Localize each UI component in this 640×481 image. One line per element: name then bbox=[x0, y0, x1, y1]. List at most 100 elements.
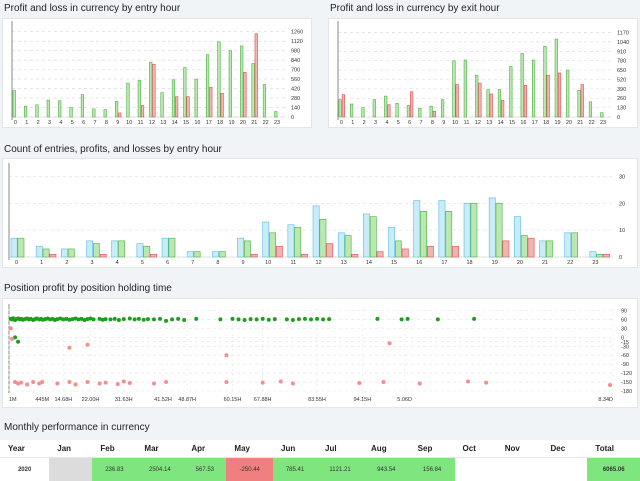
entry-pl-loss-bar bbox=[255, 34, 258, 117]
exit-pl-xtick-label: 18 bbox=[543, 120, 549, 126]
monthly-cell-nov bbox=[497, 458, 543, 481]
holding-loss-dot bbox=[25, 382, 29, 386]
exit-pl-profit-bar bbox=[430, 106, 433, 117]
exit-pl-profit-bar bbox=[396, 103, 399, 117]
exit-pl-ytick-label: 520 bbox=[617, 77, 626, 83]
counts-xtick-label: 14 bbox=[366, 260, 372, 266]
entry-pl-profit-bar bbox=[81, 95, 84, 117]
holding-loss-dot bbox=[608, 383, 612, 387]
entry-pl-profit-bar bbox=[240, 46, 243, 117]
entry-pl-ytick-label: 280 bbox=[291, 96, 300, 102]
entry-pl-xtick-label: 4 bbox=[59, 120, 62, 126]
holding-profit-dot bbox=[249, 317, 253, 321]
counts-entries-bar bbox=[363, 214, 369, 257]
exit-pl-profit-bar bbox=[578, 90, 581, 117]
monthly-header-sep: Sep bbox=[410, 440, 455, 458]
counts-xtick-label: 4 bbox=[116, 260, 119, 266]
entry-pl-profit-bar bbox=[24, 106, 27, 117]
entry-pl-ytick-label: 420 bbox=[291, 87, 300, 93]
counts-losses-bar bbox=[100, 254, 106, 257]
entry-pl-xtick-label: 21 bbox=[251, 120, 257, 126]
exit-pl-xtick-label: 6 bbox=[408, 120, 411, 126]
holding-profit-dot bbox=[142, 318, 146, 322]
counts-xtick-label: 15 bbox=[391, 260, 397, 266]
holding-loss-dot bbox=[122, 379, 126, 383]
counts-losses-bar bbox=[251, 254, 257, 257]
entry-pl-ytick-label: 700 bbox=[291, 68, 300, 74]
exit-pl-xtick-label: 2 bbox=[363, 120, 366, 126]
holding-profit-dot bbox=[128, 317, 132, 321]
exit-pl-loss-bar bbox=[388, 105, 391, 117]
counts-xtick-label: 20 bbox=[517, 260, 523, 266]
exit-pl-xtick-label: 10 bbox=[452, 120, 458, 126]
entry-pl-xtick-label: 11 bbox=[138, 120, 144, 126]
exit-pl-ytick-label: 1170 bbox=[617, 31, 629, 37]
exit-pl-xtick-label: 9 bbox=[442, 120, 445, 126]
monthly-header-jun: Jun bbox=[273, 440, 317, 458]
exit-pl-loss-bar bbox=[490, 94, 493, 117]
counts-title: Count of entries, profits, and losses by… bbox=[4, 144, 222, 155]
holding-profit-dot bbox=[176, 317, 180, 321]
holding-profit-dot bbox=[230, 317, 234, 321]
entry-pl-profit-bar bbox=[138, 80, 141, 117]
holding-xtick-label: 41.52H bbox=[154, 397, 172, 403]
holding-profit-dot bbox=[327, 317, 331, 321]
counts-profits-bar bbox=[295, 227, 301, 257]
exit-pl-profit-bar bbox=[589, 102, 592, 117]
holding-profit-dot bbox=[158, 317, 162, 321]
holding-loss-dot bbox=[40, 380, 44, 384]
counts-profits-bar bbox=[43, 249, 49, 257]
monthly-cell-apr: 567.53 bbox=[183, 458, 226, 481]
monthly-cell-may: -250.44 bbox=[226, 458, 273, 481]
holding-loss-dot bbox=[73, 382, 77, 386]
counts-xtick-label: 19 bbox=[492, 260, 498, 266]
exit-pl-profit-bar bbox=[362, 108, 365, 117]
counts-profits-bar bbox=[446, 211, 452, 257]
holding-loss-dot bbox=[357, 381, 361, 385]
monthly-cell-sep: 156.84 bbox=[410, 458, 455, 481]
holding-profit-dot bbox=[137, 317, 141, 321]
holding-profit-dot bbox=[194, 317, 198, 321]
counts-profits-bar bbox=[68, 249, 74, 257]
holding-xtick-label: 22.00H bbox=[82, 397, 100, 403]
holding-loss-dot bbox=[116, 382, 120, 386]
exit-pl-profit-bar bbox=[555, 39, 558, 117]
exit-pl-loss-bar bbox=[558, 73, 561, 117]
holding-ytick-label: -120 bbox=[621, 371, 632, 377]
holding-profit-dot bbox=[16, 340, 20, 344]
holding-xtick-label: 94.15H bbox=[353, 397, 371, 403]
counts-entries-bar bbox=[464, 203, 470, 257]
counts-ytick-label: 10 bbox=[619, 228, 625, 234]
entry-pl-profit-bar bbox=[58, 101, 61, 117]
exit-pl-xtick-label: 16 bbox=[520, 120, 526, 126]
holding-loss-dot bbox=[418, 382, 422, 386]
counts-profits-bar bbox=[395, 241, 401, 257]
holding-ytick-label: 90 bbox=[621, 308, 627, 314]
entry-pl-ytick-label: 840 bbox=[291, 58, 300, 64]
holding-profit-dot bbox=[170, 317, 174, 321]
holding-profit-dot bbox=[297, 317, 301, 321]
holding-loss-dot bbox=[224, 353, 228, 357]
counts-profits-bar bbox=[118, 241, 124, 257]
holding-profit-dot bbox=[122, 317, 126, 321]
entry-pl-profit-bar bbox=[149, 62, 152, 117]
holding-xtick-label: 83.55H bbox=[308, 397, 326, 403]
entry-pl-loss-bar bbox=[221, 93, 224, 117]
counts-losses-bar bbox=[301, 254, 307, 257]
holding-loss-dot bbox=[86, 343, 90, 347]
monthly-header-jul: Jul bbox=[317, 440, 363, 458]
exit-pl-loss-bar bbox=[456, 85, 459, 117]
holding-profit-dot bbox=[255, 317, 259, 321]
exit-pl-xtick-label: 4 bbox=[385, 120, 388, 126]
entry-pl-loss-bar bbox=[187, 97, 190, 117]
exit-pl-profit-bar bbox=[521, 54, 524, 117]
exit-pl-xtick-label: 14 bbox=[498, 120, 504, 126]
holding-profit-dot bbox=[472, 317, 476, 321]
exit-pl-ytick-label: 130 bbox=[617, 106, 626, 112]
exit-pl-title: Profit and loss in currency by exit hour bbox=[330, 3, 500, 14]
exit-pl-xtick-label: 17 bbox=[532, 120, 538, 126]
counts-xtick-label: 12 bbox=[315, 260, 321, 266]
